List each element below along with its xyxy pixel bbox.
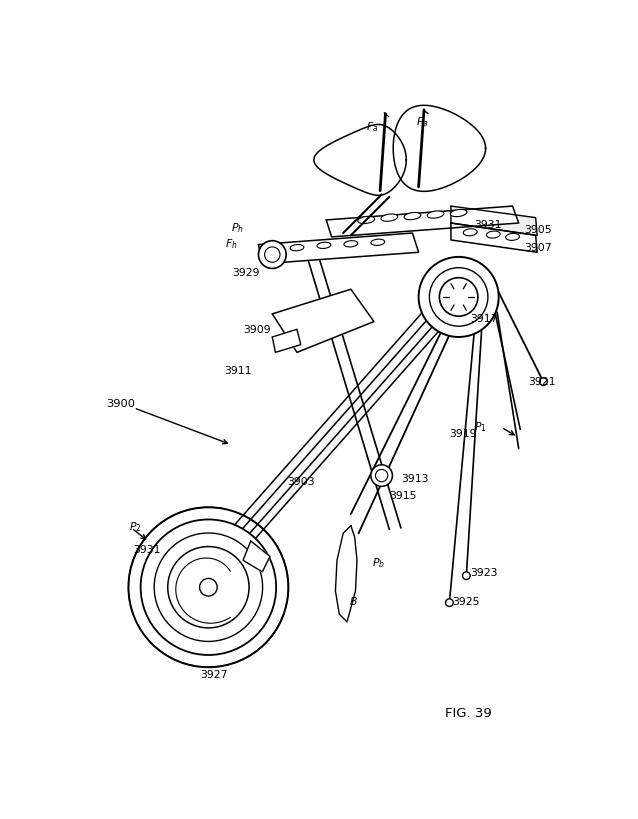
Text: $P_1$: $P_1$ bbox=[474, 420, 487, 434]
Text: 3907: 3907 bbox=[524, 243, 552, 253]
Circle shape bbox=[419, 257, 499, 337]
Polygon shape bbox=[393, 106, 486, 192]
Text: $P_a$: $P_a$ bbox=[416, 115, 429, 129]
Text: 3905: 3905 bbox=[524, 225, 552, 235]
Circle shape bbox=[440, 278, 478, 316]
Text: 3909: 3909 bbox=[243, 325, 271, 336]
Ellipse shape bbox=[381, 214, 397, 221]
Circle shape bbox=[200, 578, 217, 596]
Text: 3903: 3903 bbox=[288, 477, 315, 487]
Text: 3911: 3911 bbox=[224, 366, 251, 376]
Polygon shape bbox=[184, 265, 482, 598]
Text: 3927: 3927 bbox=[201, 670, 228, 680]
Circle shape bbox=[258, 241, 286, 269]
Text: 3917: 3917 bbox=[470, 314, 498, 324]
Ellipse shape bbox=[486, 231, 500, 238]
Text: 3900: 3900 bbox=[106, 399, 135, 409]
Text: 3919: 3919 bbox=[449, 429, 477, 439]
Text: $F_a$: $F_a$ bbox=[366, 120, 379, 133]
Ellipse shape bbox=[371, 239, 385, 246]
Text: 3925: 3925 bbox=[452, 597, 480, 607]
Ellipse shape bbox=[506, 233, 519, 241]
Text: 3929: 3929 bbox=[232, 268, 260, 278]
Circle shape bbox=[140, 519, 276, 655]
Text: 3931: 3931 bbox=[474, 220, 501, 230]
Text: $B$: $B$ bbox=[349, 595, 358, 607]
Text: $P_b$: $P_b$ bbox=[373, 556, 385, 570]
Circle shape bbox=[429, 268, 488, 326]
Ellipse shape bbox=[450, 210, 467, 217]
Text: $P_2$: $P_2$ bbox=[129, 520, 142, 534]
Circle shape bbox=[376, 469, 388, 482]
Ellipse shape bbox=[317, 242, 331, 248]
Ellipse shape bbox=[404, 212, 421, 219]
Circle shape bbox=[463, 572, 470, 580]
Text: $P_h$: $P_h$ bbox=[232, 221, 244, 235]
Polygon shape bbox=[326, 206, 519, 237]
Polygon shape bbox=[451, 206, 537, 235]
Text: 3931: 3931 bbox=[134, 545, 161, 555]
Text: 3913: 3913 bbox=[401, 474, 428, 484]
Ellipse shape bbox=[463, 229, 477, 236]
Polygon shape bbox=[272, 289, 374, 352]
Text: $F_h$: $F_h$ bbox=[225, 237, 237, 251]
Text: 3921: 3921 bbox=[528, 377, 556, 387]
Circle shape bbox=[154, 533, 263, 641]
Text: 3915: 3915 bbox=[389, 491, 417, 501]
Polygon shape bbox=[258, 233, 419, 264]
Circle shape bbox=[168, 546, 249, 628]
Circle shape bbox=[128, 507, 288, 667]
Polygon shape bbox=[272, 329, 300, 352]
Circle shape bbox=[445, 599, 453, 607]
Text: 3923: 3923 bbox=[470, 568, 498, 578]
Ellipse shape bbox=[290, 245, 304, 251]
Ellipse shape bbox=[358, 216, 375, 224]
Polygon shape bbox=[243, 541, 270, 572]
Polygon shape bbox=[314, 124, 406, 196]
Circle shape bbox=[540, 378, 547, 386]
Ellipse shape bbox=[427, 211, 444, 218]
Text: FIG. 39: FIG. 39 bbox=[445, 707, 491, 720]
Circle shape bbox=[371, 465, 392, 486]
Polygon shape bbox=[451, 223, 537, 252]
Polygon shape bbox=[336, 526, 357, 622]
Circle shape bbox=[265, 247, 280, 262]
Ellipse shape bbox=[344, 241, 358, 247]
